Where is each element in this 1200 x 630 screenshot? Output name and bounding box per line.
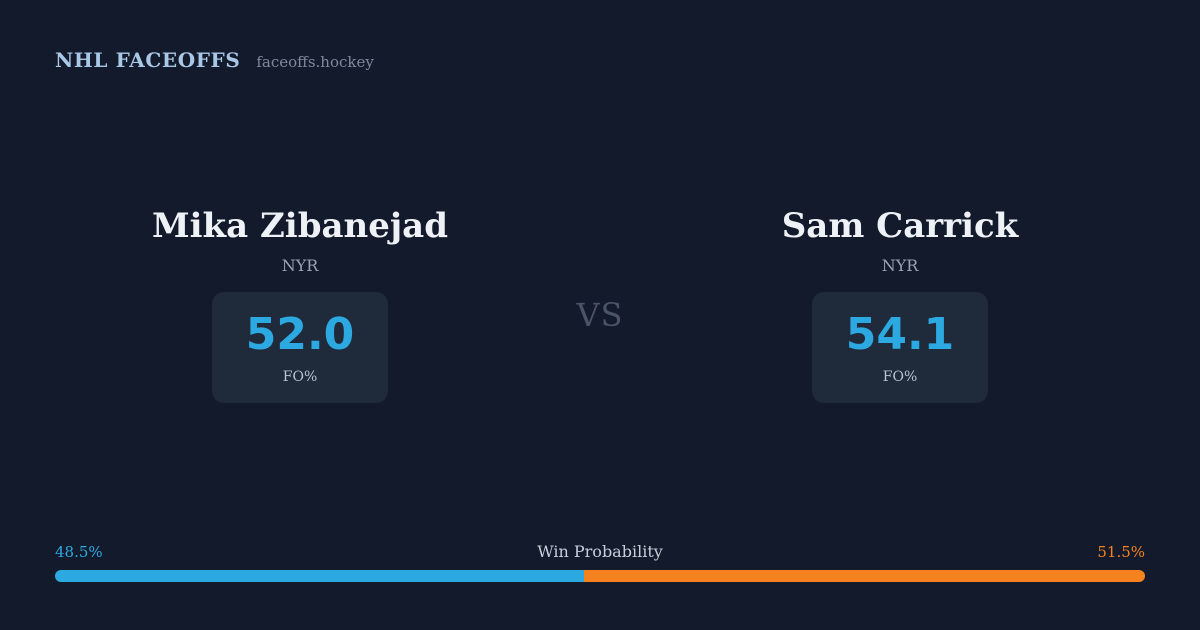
win-probability-right-pct: 51.5%: [1097, 543, 1146, 561]
win-probability-title: Win Probability: [537, 542, 663, 561]
stat-label-left: FO%: [282, 368, 318, 385]
player-team-right: NYR: [881, 255, 919, 275]
win-probability-bar-fill-left: [55, 570, 584, 582]
header: NHL FACEOFFS faceoffs.hockey: [55, 48, 374, 72]
brand-title: NHL FACEOFFS: [55, 48, 241, 72]
stat-value-left: 52.0: [245, 308, 355, 360]
player-panel-right: Sam Carrick NYR 54.1 FO%: [700, 206, 1100, 403]
win-probability-left-pct: 48.5%: [55, 543, 103, 561]
stat-card-left: 52.0 FO%: [212, 291, 388, 403]
win-probability-bar: [55, 570, 1145, 582]
player-name-right: Sam Carrick: [781, 206, 1019, 246]
stat-value-right: 54.1: [845, 308, 955, 360]
win-probability-labels: 48.5% Win Probability 51.5%: [55, 542, 1145, 561]
vs-label: VS: [576, 296, 624, 334]
stat-label-right: FO%: [882, 368, 918, 385]
player-name-left: Mika Zibanejad: [152, 206, 448, 246]
stat-card-right: 54.1 FO%: [812, 291, 988, 403]
player-team-left: NYR: [281, 255, 319, 275]
win-probability-bar-fill-right: [583, 570, 1145, 582]
player-panel-left: Mika Zibanejad NYR 52.0 FO%: [100, 206, 500, 403]
win-probability-section: 48.5% Win Probability 51.5%: [55, 542, 1145, 582]
site-domain: faceoffs.hockey: [256, 53, 374, 71]
